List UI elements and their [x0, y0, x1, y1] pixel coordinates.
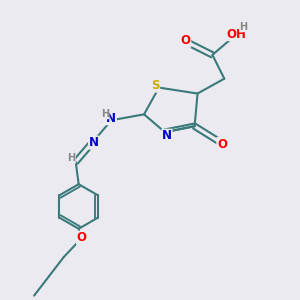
Text: H: H [240, 22, 248, 32]
Text: N: N [162, 129, 172, 142]
Text: H: H [101, 109, 109, 119]
Text: S: S [151, 79, 160, 92]
Text: O: O [76, 231, 87, 244]
Text: N: N [106, 112, 116, 125]
Text: N: N [88, 136, 98, 149]
Text: O: O [217, 138, 227, 151]
Text: O: O [181, 34, 191, 47]
Text: OH: OH [227, 28, 247, 40]
Text: H: H [67, 153, 75, 163]
